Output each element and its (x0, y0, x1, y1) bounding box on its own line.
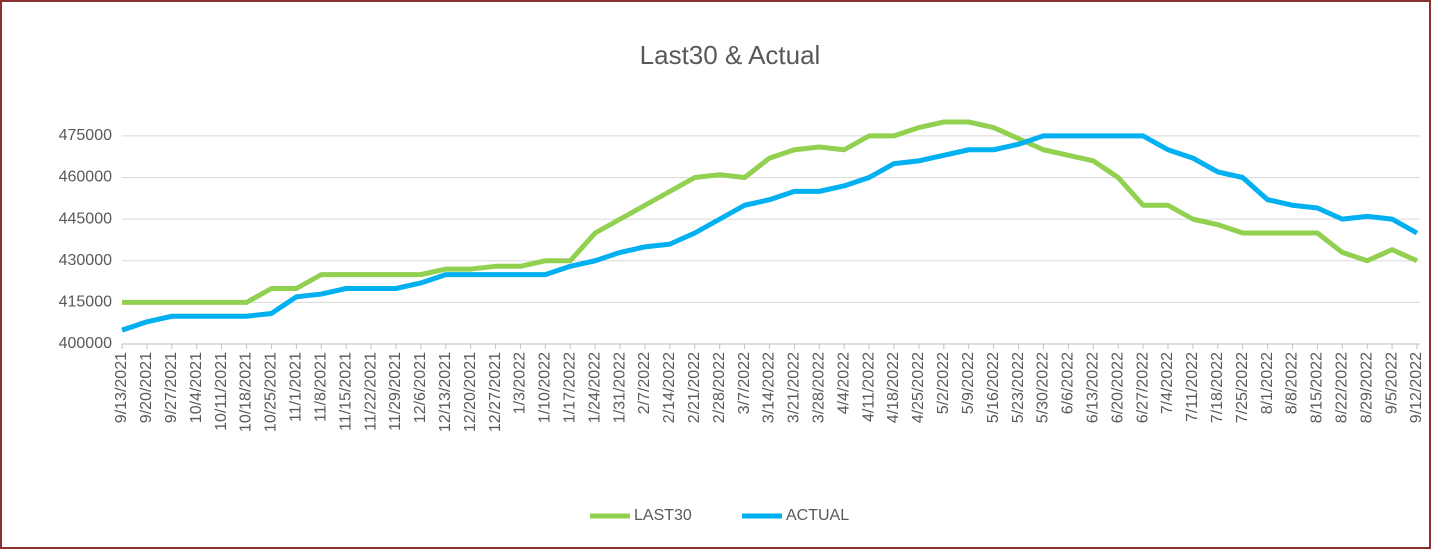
x-tick-label: 2/21/2022 (686, 352, 703, 423)
x-tick-label: 8/29/2022 (1358, 352, 1375, 423)
x-tick-label: 1/31/2022 (611, 352, 628, 423)
x-tick-label: 9/5/2022 (1383, 352, 1400, 414)
x-tick-label: 8/1/2022 (1259, 352, 1276, 414)
x-tick-label: 7/18/2022 (1209, 352, 1226, 423)
x-tick-label: 8/8/2022 (1284, 352, 1301, 414)
x-tick-label: 5/9/2022 (960, 352, 977, 414)
x-tick-label: 11/8/2021 (312, 352, 329, 422)
x-tick-label: 4/4/2022 (835, 352, 852, 414)
legend-label: ACTUAL (786, 507, 849, 524)
y-tick-label: 460000 (59, 169, 112, 186)
x-tick-label: 4/25/2022 (910, 352, 927, 423)
x-tick-label: 1/3/2022 (512, 352, 529, 414)
x-tick-label: 11/29/2021 (387, 352, 404, 431)
x-tick-label: 9/20/2021 (138, 352, 155, 423)
x-tick-label: 6/20/2022 (1109, 352, 1126, 423)
legend-label: LAST30 (634, 507, 692, 524)
x-tick-label: 9/27/2021 (163, 352, 180, 423)
x-tick-label: 2/28/2022 (711, 352, 728, 423)
x-tick-label: 12/6/2021 (412, 352, 429, 423)
x-tick-label: 8/15/2022 (1309, 352, 1326, 423)
x-tick-label: 4/11/2022 (860, 352, 877, 422)
x-tick-label: 5/16/2022 (985, 352, 1002, 423)
x-tick-label: 2/14/2022 (661, 352, 678, 423)
x-tick-label: 6/6/2022 (1060, 352, 1077, 414)
x-tick-label: 5/30/2022 (1035, 352, 1052, 423)
x-tick-label: 9/13/2021 (113, 352, 130, 423)
x-tick-label: 10/25/2021 (263, 352, 280, 432)
series-line (121, 133, 1419, 333)
x-tick-label: 6/13/2022 (1084, 352, 1101, 423)
y-tick-label: 475000 (59, 127, 112, 144)
x-tick-label: 4/18/2022 (885, 352, 902, 423)
x-tick-label: 9/12/2022 (1408, 352, 1425, 423)
series-line (122, 119, 1419, 305)
x-tick-label: 10/18/2021 (238, 352, 255, 432)
x-tick-label: 5/2/2022 (935, 352, 952, 414)
x-tick-label: 1/24/2022 (586, 352, 603, 423)
x-tick-label: 5/23/2022 (1010, 352, 1027, 423)
x-tick-label: 12/20/2021 (462, 352, 479, 432)
x-tick-label: 1/17/2022 (561, 352, 578, 423)
y-tick-label: 430000 (59, 252, 112, 269)
x-tick-label: 1/10/2022 (537, 352, 554, 423)
y-tick-label: 400000 (59, 335, 112, 352)
x-tick-label: 3/28/2022 (811, 352, 828, 423)
x-tick-label: 2/7/2022 (636, 352, 653, 414)
x-tick-label: 11/1/2021 (288, 352, 305, 422)
x-tick-label: 3/7/2022 (736, 352, 753, 414)
x-tick-label: 7/4/2022 (1159, 352, 1176, 414)
x-tick-label: 11/22/2021 (362, 352, 379, 431)
x-tick-label: 7/11/2022 (1184, 352, 1201, 422)
y-tick-label: 415000 (59, 294, 112, 311)
y-tick-label: 445000 (59, 210, 112, 227)
x-tick-label: 3/14/2022 (761, 352, 778, 423)
chart-title: Last30 & Actual (640, 40, 821, 70)
x-tick-label: 7/25/2022 (1234, 352, 1251, 423)
x-tick-label: 3/21/2022 (786, 352, 803, 423)
x-tick-label: 6/27/2022 (1134, 352, 1151, 423)
x-tick-label: 8/22/2022 (1334, 352, 1351, 423)
x-tick-label: 11/15/2021 (337, 352, 354, 431)
x-tick-label: 12/27/2021 (487, 352, 504, 432)
x-tick-label: 12/13/2021 (437, 352, 454, 432)
x-tick-label: 10/4/2021 (188, 352, 205, 423)
x-tick-label: 10/11/2021 (213, 352, 230, 431)
